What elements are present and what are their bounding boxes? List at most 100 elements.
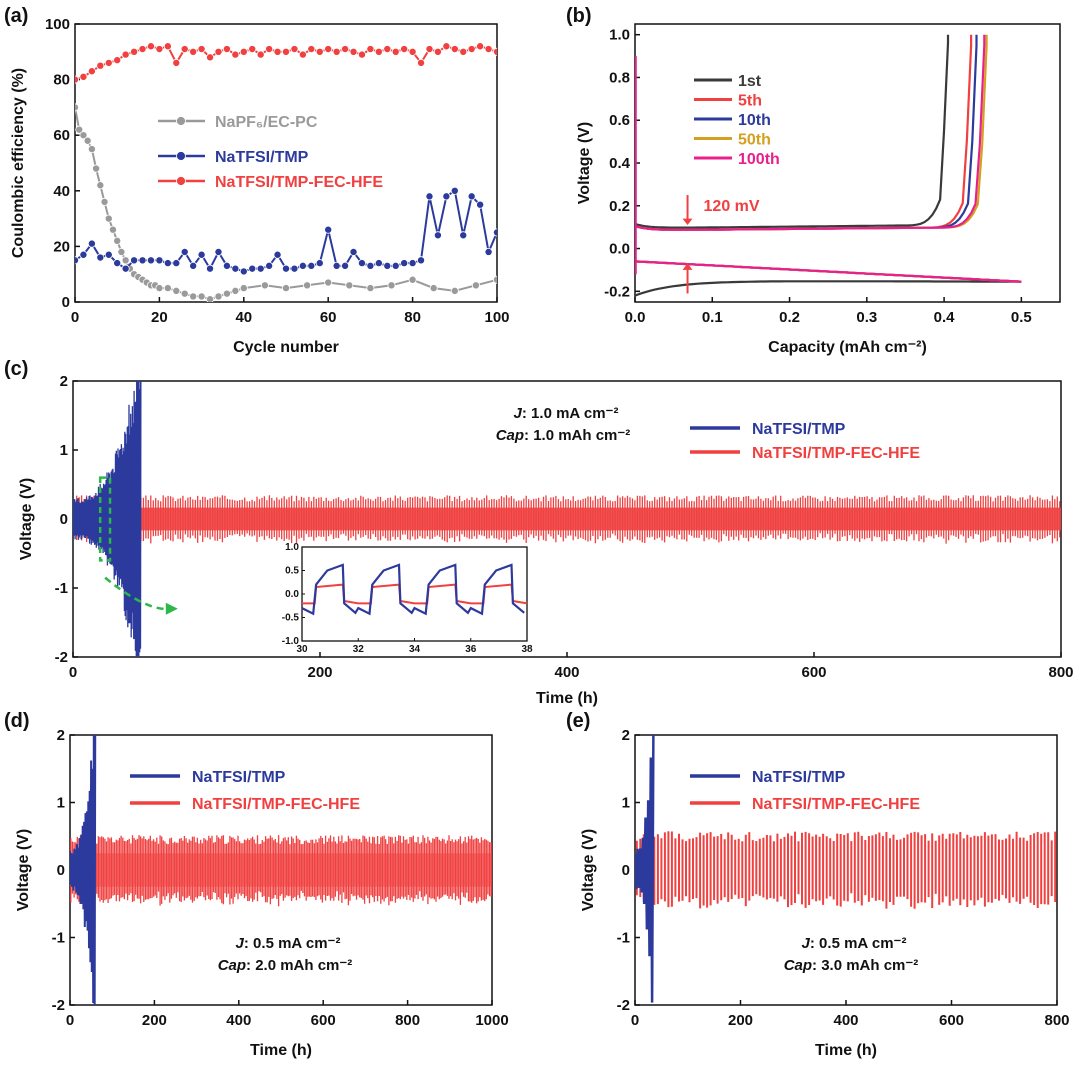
data-point — [417, 256, 426, 265]
data-point — [189, 292, 198, 301]
legend-swatch-marker — [176, 176, 186, 186]
data-point — [467, 192, 476, 201]
data-point — [290, 264, 299, 273]
x-tick-label: 0 — [631, 1012, 639, 1029]
data-point — [366, 45, 375, 54]
data-point — [155, 284, 164, 293]
x-tick-label: 600 — [939, 1012, 964, 1029]
inset-x-tick-label: 30 — [296, 644, 308, 655]
data-point — [163, 42, 172, 51]
data-point — [425, 192, 434, 201]
data-point — [281, 264, 290, 273]
data-point — [92, 164, 101, 173]
data-point — [357, 50, 366, 59]
legend-swatch-marker — [176, 116, 186, 126]
condition-current: J: 0.5 mA cm⁻² — [802, 935, 907, 952]
y-tick-label: 2 — [60, 373, 68, 390]
data-point — [408, 47, 417, 56]
data-point — [408, 259, 417, 268]
legend-label: 10th — [738, 112, 771, 129]
inset-x-tick-label: 36 — [465, 644, 477, 655]
data-point — [163, 284, 172, 293]
legend-label: 50th — [738, 132, 771, 149]
data-point — [100, 197, 109, 206]
y-tick-label: 2 — [57, 727, 65, 744]
data-point — [121, 50, 130, 59]
data-point — [231, 50, 240, 59]
data-point — [172, 286, 181, 295]
x-axis-label: Time (h) — [250, 1042, 312, 1059]
data-point — [79, 250, 88, 259]
condition-capacity: Cap: 1.0 mAh cm⁻² — [496, 427, 631, 444]
data-point — [417, 58, 426, 67]
data-point — [366, 284, 375, 293]
arrow-head — [682, 263, 693, 270]
data-point — [197, 292, 206, 301]
data-point — [260, 281, 269, 290]
inset-y-tick-label: -0.5 — [282, 613, 300, 624]
data-point — [341, 45, 350, 54]
data-point — [231, 286, 240, 295]
data-point — [172, 259, 181, 268]
data-point — [273, 47, 282, 56]
data-point — [113, 259, 122, 268]
data-point — [290, 45, 299, 54]
legend-label: NaTFSI/TMP — [752, 769, 846, 786]
data-point — [298, 50, 307, 59]
panel-e: (e) 0 200 400 600 800 -2 -1 0 1 2 Time (h) Voltage (… — [566, 710, 1070, 1059]
x-tick-label: 200 — [728, 1012, 753, 1029]
x-tick-label: 1000 — [475, 1012, 508, 1029]
data-point — [83, 136, 92, 145]
legend-label: NaPF₆/EC-PC — [215, 114, 318, 131]
data-point — [96, 181, 105, 190]
y-tick-label: 0 — [62, 294, 70, 311]
data-point — [138, 45, 147, 54]
x-tick-label: 80 — [404, 309, 421, 326]
data-point — [281, 47, 290, 56]
data-point — [206, 295, 215, 302]
x-tick-label: 60 — [320, 309, 337, 326]
data-point — [239, 47, 248, 56]
data-point — [121, 264, 130, 273]
inset-x-tick-label: 32 — [353, 644, 365, 655]
data-point — [79, 72, 88, 81]
x-tick-label: 0 — [71, 309, 79, 326]
y-tick-label: -2 — [617, 997, 630, 1014]
data-point — [222, 261, 231, 270]
y-axis-label: Voltage (V) — [15, 829, 32, 911]
inset-y-tick-label: -1.0 — [282, 636, 300, 647]
legend-label: NaTFSI/TMP — [192, 769, 286, 786]
data-point — [75, 256, 79, 265]
data-point — [493, 275, 497, 284]
charge-curve — [635, 34, 978, 231]
x-tick-label: 200 — [307, 664, 332, 681]
x-tick-label: 800 — [1048, 664, 1073, 681]
data-point — [146, 42, 155, 51]
y-axis-label: Voltage (V) — [18, 478, 35, 560]
blue-voltage-trace — [70, 735, 97, 1005]
y-tick-label: 1 — [60, 442, 68, 459]
data-point — [273, 250, 282, 259]
data-point — [315, 47, 324, 56]
data-point — [450, 186, 459, 195]
condition-capacity: Cap: 2.0 mAh cm⁻² — [218, 957, 353, 974]
x-tick-label: 0.5 — [1011, 309, 1032, 326]
data-point — [442, 192, 451, 201]
panel-c: (c) 0 200 400 600 800 -2 -1 0 1 2 Time (h) Voltage (… — [4, 358, 1074, 707]
data-point — [467, 45, 476, 54]
x-tick-label: 600 — [311, 1012, 336, 1029]
data-point — [366, 261, 375, 270]
data-point — [113, 56, 122, 65]
legend-label: NaTFSI/TMP-FEC-HFE — [215, 174, 383, 191]
y-tick-label: 20 — [53, 238, 70, 255]
data-point — [493, 47, 497, 56]
inset-y-tick-label: 1.0 — [285, 542, 299, 553]
data-point — [324, 45, 333, 54]
data-point — [307, 45, 316, 54]
y-axis-label: Voltage (V) — [576, 122, 593, 204]
x-tick-label: 400 — [226, 1012, 251, 1029]
x-axis-label: Time (h) — [815, 1042, 877, 1059]
y-tick-label: -1 — [617, 930, 630, 947]
panel-label: (a) — [4, 5, 28, 27]
charge-curve — [635, 34, 950, 229]
